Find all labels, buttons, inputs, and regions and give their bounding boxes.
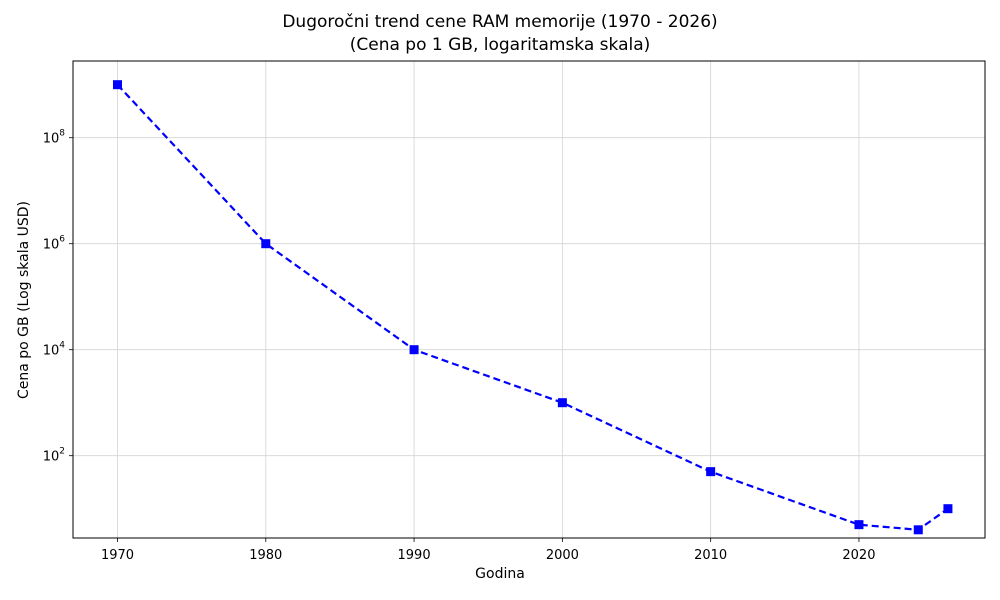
chart-subtitle: (Cena po 1 GB, logaritamska skala): [349, 35, 651, 55]
y-axis-ticks: 102 104 106 108: [43, 129, 73, 465]
data-point-marker: [943, 504, 953, 514]
data-point-marker: [409, 345, 419, 355]
data-point-marker: [854, 520, 864, 530]
x-tick-label: 2020: [842, 548, 875, 563]
y-tick-label: 106: [43, 235, 66, 253]
data-point-marker: [261, 239, 271, 249]
x-tick-label: 2000: [546, 548, 579, 563]
data-point-marker: [557, 398, 567, 408]
x-tick-label: 1990: [398, 548, 431, 563]
y-tick-label: 102: [43, 447, 65, 465]
x-tick-label: 2010: [694, 548, 727, 563]
x-axis-label: Godina: [475, 566, 525, 582]
data-point-marker: [112, 80, 122, 90]
y-tick-label: 104: [43, 341, 66, 359]
data-series: [112, 80, 953, 535]
y-tick-label: 108: [43, 129, 66, 147]
x-tick-label: 1980: [249, 548, 282, 563]
series-line: [116, 83, 949, 531]
chart-title: Dugoročni trend cene RAM memorije (1970 …: [282, 12, 718, 32]
x-tick-label: 1970: [101, 548, 134, 563]
grid-lines: [73, 61, 985, 538]
data-point-marker: [706, 467, 716, 477]
data-point-marker: [913, 525, 923, 535]
x-axis-ticks: 1970 1980 1990 2000 2010 2020: [101, 538, 875, 563]
plot-frame: [72, 60, 986, 539]
